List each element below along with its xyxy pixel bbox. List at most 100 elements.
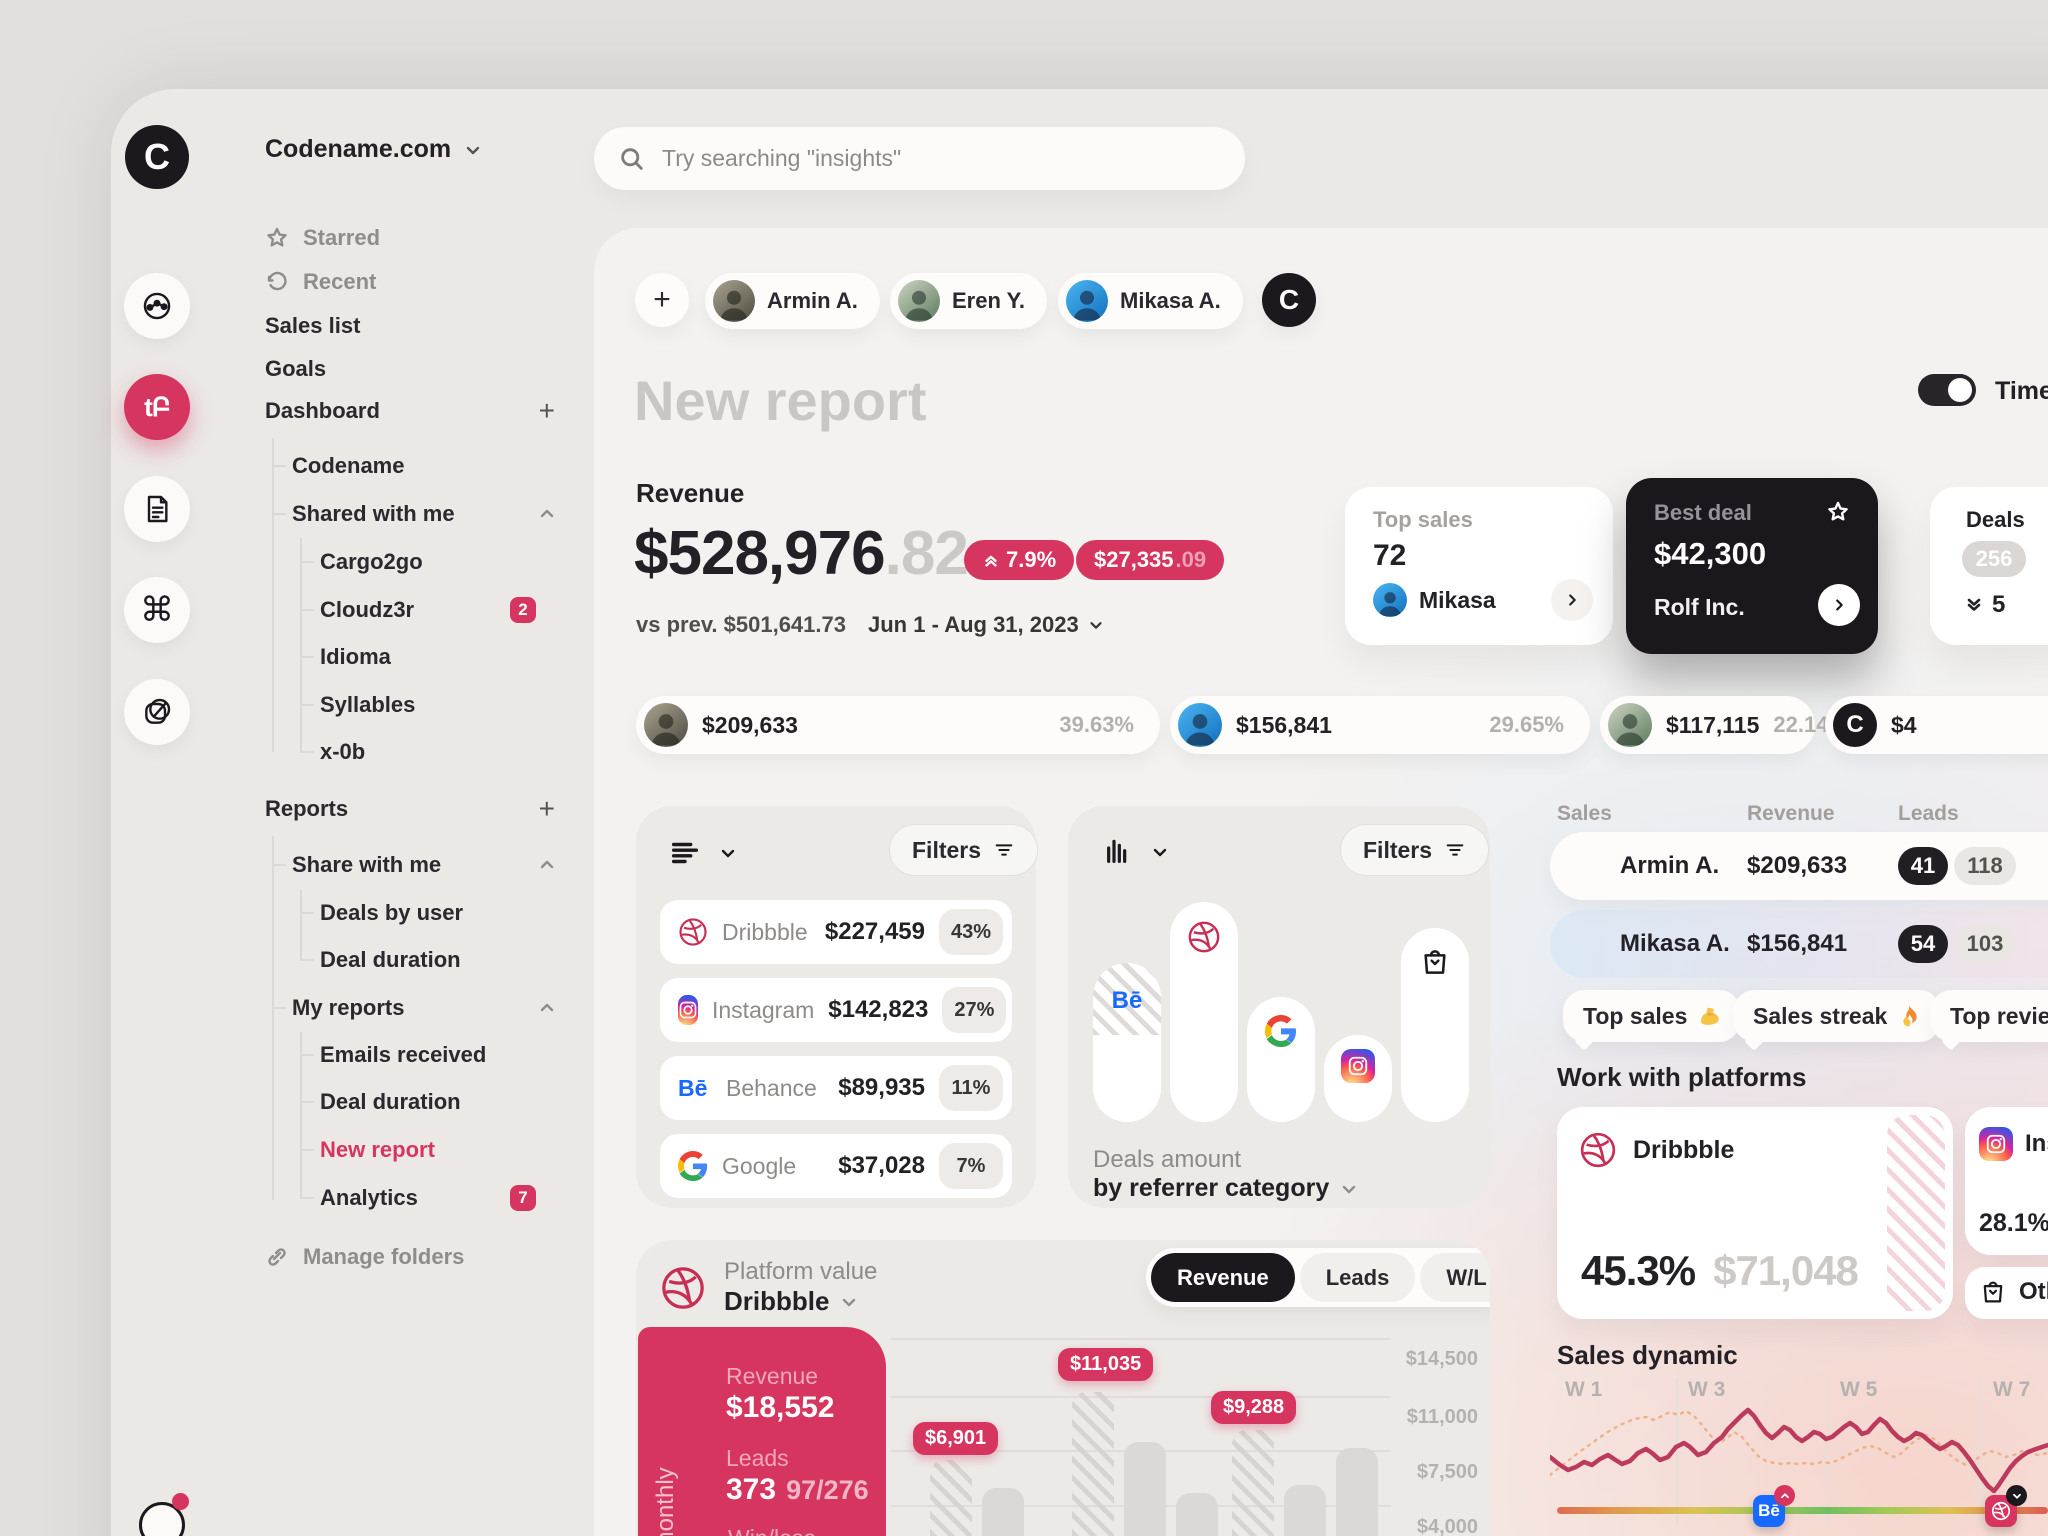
deal-bar-dribbble[interactable] (1170, 902, 1238, 1122)
column-header-revenue[interactable]: Revenue (1747, 802, 1835, 825)
sidebar-item-manage-folders[interactable]: Manage folders (265, 1235, 464, 1279)
deal-bar-instagram[interactable] (1324, 1035, 1392, 1122)
chart-bar-hatched[interactable] (1232, 1430, 1274, 1536)
sidebar-item-emails-received[interactable]: Emails received (300, 1033, 487, 1077)
rail-item-network[interactable] (124, 273, 190, 339)
deal-bar-behance[interactable]: Bē (1093, 963, 1161, 1122)
sidebar-item-dashboard[interactable]: Dashboard + (265, 389, 555, 433)
platform-card-other[interactable]: Oth (1965, 1267, 2048, 1319)
deal-bar-other[interactable] (1401, 928, 1469, 1122)
chart-bar[interactable] (982, 1488, 1024, 1536)
collaborator-chip-armin[interactable]: Armin A. (705, 273, 880, 329)
toggle-leads[interactable]: Leads (1299, 1253, 1416, 1302)
chart-bar-hatched[interactable] (930, 1460, 972, 1536)
sidebar-item-my-reports[interactable]: My reports (272, 986, 557, 1030)
sidebar-item-analytics[interactable]: Analytics 7 (300, 1176, 536, 1220)
instagram-icon (678, 995, 698, 1025)
sidebar-item-deals-by-user[interactable]: Deals by user (300, 891, 463, 935)
timeline-marker-behance[interactable]: Bē (1753, 1485, 1795, 1527)
workspace-switcher[interactable]: Codename.com (265, 135, 483, 164)
add-collaborator-button[interactable]: + (635, 273, 689, 327)
sidebar-item-x0b[interactable]: x-0b (300, 730, 365, 774)
collaborator-chip-mikasa[interactable]: Mikasa A. (1058, 273, 1243, 329)
referrer-row-dribbble[interactable]: Dribbble $227,459 43% (660, 900, 1012, 964)
bar-view-dropdown[interactable] (1102, 836, 1170, 868)
rail-item-dashboard-active[interactable]: tԲ (124, 374, 190, 440)
chart-bar[interactable] (1336, 1448, 1378, 1536)
timeline-gradient-bar[interactable] (1557, 1507, 2048, 1514)
platform-card-dribbble[interactable]: Dribbble 45.3% $71,048 (1557, 1107, 1953, 1319)
sidebar-item-recent[interactable]: Recent (265, 260, 376, 304)
chart-bar[interactable] (1124, 1442, 1166, 1536)
contributor-percent: 39.63% (1059, 712, 1134, 737)
search-input[interactable] (662, 145, 1221, 172)
referrer-value: $37,028 (838, 1152, 925, 1179)
chart-bar-hatched[interactable] (1072, 1392, 1114, 1536)
sidebar-item-new-report-active[interactable]: New report (300, 1128, 435, 1172)
rail-item-drafts[interactable] (124, 679, 190, 745)
sidebar-item-reports[interactable]: Reports + (265, 787, 555, 831)
revenue-amount-main: $528,976 (634, 519, 886, 588)
filters-button[interactable]: Filters (889, 824, 1039, 876)
chart-caption-dropdown[interactable]: by referrer category (1093, 1174, 1359, 1203)
top-sales-card[interactable]: Top sales 72 Mikasa (1345, 487, 1613, 645)
referrer-row-google[interactable]: Google $37,028 7% (660, 1134, 1012, 1198)
sidebar-item-deal-duration[interactable]: Deal duration (300, 938, 461, 982)
referrer-share-pill: 11% (939, 1065, 1003, 1111)
chart-bar[interactable] (1284, 1485, 1326, 1536)
timeframe-toggle[interactable] (1918, 374, 1976, 406)
card-open-button[interactable] (1551, 579, 1593, 621)
team-row-armin[interactable]: Armin A. $209,633 41 118 (1550, 832, 2048, 900)
column-header-sales[interactable]: Sales (1557, 802, 1612, 825)
sidebar-item-starred[interactable]: Starred (265, 216, 380, 260)
search-bar[interactable] (594, 127, 1245, 190)
referrer-row-behance[interactable]: Bē Behance $89,935 11% (660, 1056, 1012, 1120)
toggle-revenue[interactable]: Revenue (1151, 1253, 1295, 1302)
chevrons-down-icon (1967, 598, 1981, 611)
platform-select-dropdown[interactable]: Dribbble (724, 1286, 877, 1317)
contributor-pill[interactable]: $156,841 29.65% (1170, 696, 1590, 754)
page-title[interactable]: New report (634, 369, 927, 432)
sidebar-item-share-with-me[interactable]: Share with me (272, 843, 557, 887)
best-deal-card[interactable]: Best deal $42,300 Rolf Inc. (1626, 478, 1878, 654)
sidebar-item-idioma[interactable]: Idioma (300, 635, 391, 679)
toggle-wl[interactable]: W/L (1420, 1253, 1490, 1302)
sidebar-item-syllables[interactable]: Syllables (300, 683, 415, 727)
collaborator-avatar-c[interactable]: C (1262, 273, 1316, 327)
deals-card[interactable]: Deals 256 5 (1930, 487, 2048, 645)
card-open-button[interactable] (1818, 584, 1860, 626)
timeline-marker-dribbble[interactable] (1985, 1485, 2027, 1527)
list-view-dropdown[interactable] (668, 836, 738, 870)
achievement-chip-sales-streak[interactable]: Sales streak (1733, 990, 1942, 1042)
contributor-pill[interactable]: C $4 (1825, 696, 2048, 754)
referrer-row-instagram[interactable]: Instagram $142,823 27% (660, 978, 1012, 1042)
add-dashboard-button[interactable]: + (538, 395, 555, 426)
achievement-chip-top-review[interactable]: Top review (1930, 990, 2048, 1042)
sidebar-item-cargo2go[interactable]: Cargo2go (300, 540, 423, 584)
platform-card-instagram[interactable]: Inst 28.1% $ (1965, 1107, 2048, 1255)
deal-bar-google[interactable] (1247, 997, 1315, 1122)
contributor-pill[interactable]: $117,115 22.14% (1600, 696, 1848, 754)
sidebar-item-shared-with-me[interactable]: Shared with me (272, 492, 557, 536)
sidebar-item-codename[interactable]: Codename (272, 444, 404, 488)
add-report-button[interactable]: + (538, 793, 555, 824)
axis-label: $11,000 (1406, 1406, 1478, 1428)
achievement-chip-top-sales[interactable]: Top sales (1563, 990, 1742, 1042)
team-row-mikasa[interactable]: Mikasa A. $156,841 54 103 (1550, 910, 2048, 978)
chart-bar[interactable] (1176, 1493, 1218, 1536)
filters-button[interactable]: Filters (1340, 824, 1490, 876)
sidebar-item-label: Emails received (320, 1042, 487, 1067)
collaborator-chip-eren[interactable]: Eren Y. (890, 273, 1047, 329)
column-header-leads[interactable]: Leads (1898, 802, 1959, 825)
brand-logo[interactable]: C (125, 125, 189, 189)
sidebar-item-sales-list[interactable]: Sales list (265, 304, 360, 348)
sidebar-item-goals[interactable]: Goals (265, 347, 326, 391)
star-icon[interactable] (1826, 500, 1850, 524)
rail-item-documents[interactable] (124, 476, 190, 542)
contributor-pill[interactable]: $209,633 39.63% (636, 696, 1160, 754)
sidebar-item-label: Goals (265, 356, 327, 381)
sidebar-item-deal-duration-2[interactable]: Deal duration (300, 1080, 461, 1124)
date-range-dropdown[interactable]: Jun 1 - Aug 31, 2023 (868, 612, 1105, 638)
sidebar-item-cloudz3r[interactable]: Cloudz3r 2 (300, 588, 536, 632)
rail-item-command[interactable]: ⌘ (124, 577, 190, 643)
